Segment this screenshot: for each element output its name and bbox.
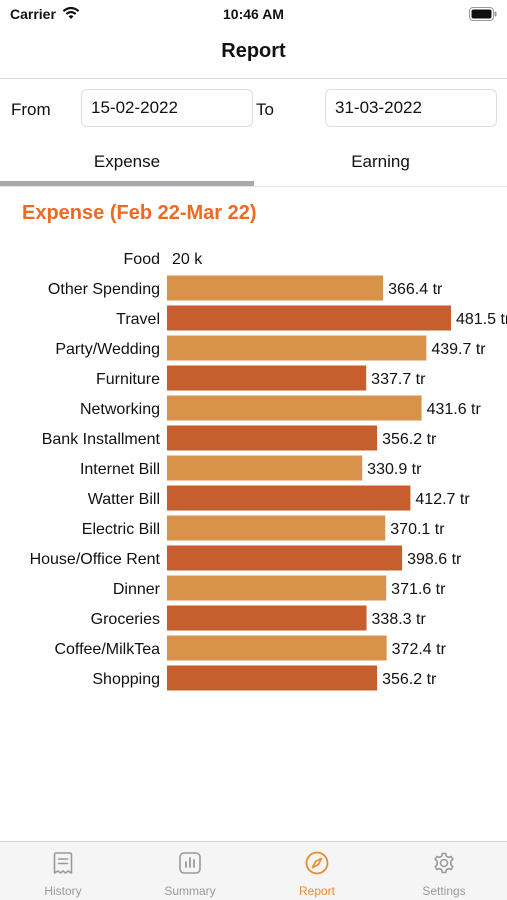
value-label: 398.6 tr [407, 551, 462, 568]
value-label: 439.7 tr [431, 341, 486, 358]
carrier-label: Carrier [10, 6, 56, 22]
tab-earning[interactable]: Earning [351, 152, 410, 171]
battery-icon [469, 7, 497, 21]
bar [167, 515, 386, 541]
tabbar-label-history: History [44, 884, 82, 898]
value-label: 330.9 tr [367, 461, 422, 478]
status-bar: Carrier 10:46 AM [0, 0, 507, 30]
bar [167, 545, 403, 571]
wifi-icon [62, 6, 80, 19]
tab-divider [0, 186, 507, 187]
bar [167, 485, 411, 511]
bar [167, 425, 378, 451]
category-label: Food [124, 251, 160, 268]
bar [167, 665, 378, 691]
tabbar-label-summary: Summary [164, 884, 216, 898]
tab-selection-indicator [0, 181, 254, 186]
to-label: To [256, 100, 274, 119]
clock: 10:46 AM [223, 6, 284, 22]
nav-divider [0, 78, 507, 79]
bar [167, 635, 387, 661]
value-label: 431.6 tr [427, 401, 482, 418]
summary-icon [179, 852, 201, 874]
value-label: 412.7 tr [415, 491, 470, 508]
value-label: 366.4 tr [388, 281, 443, 298]
value-label: 370.1 tr [390, 521, 445, 538]
category-label: Groceries [91, 611, 160, 628]
category-label: Shopping [92, 671, 160, 688]
value-label: 356.2 tr [382, 431, 437, 448]
bar [167, 365, 367, 391]
tabbar-item-settings[interactable]: Settings [381, 842, 507, 900]
value-label: 338.3 tr [372, 611, 427, 628]
tabbar-label-settings: Settings [422, 884, 466, 898]
value-label: 20 k [172, 251, 203, 268]
category-label: Furniture [96, 371, 160, 388]
category-label: Other Spending [48, 281, 160, 298]
bar [167, 605, 367, 631]
from-label: From [11, 100, 51, 119]
bar [167, 305, 451, 331]
value-label: 372.4 tr [392, 641, 447, 658]
from-date-field[interactable]: 15-02-2022 [81, 89, 253, 127]
bar [167, 275, 384, 301]
tabbar-item-history[interactable]: History [0, 842, 126, 900]
category-label: Watter Bill [88, 491, 160, 508]
compass-icon [305, 851, 329, 875]
category-label: Party/Wedding [55, 341, 160, 358]
to-date-field[interactable]: 31-03-2022 [325, 89, 497, 127]
category-label: Electric Bill [82, 521, 160, 538]
tabbar-item-report[interactable]: Report [254, 842, 380, 900]
history-icon [53, 852, 73, 874]
category-label: Bank Installment [42, 431, 161, 448]
chart-title: Expense (Feb 22-Mar 22) [22, 202, 257, 224]
date-range-filter: From 15-02-2022 To 31-03-2022 [0, 86, 507, 132]
page-title: Report [221, 40, 286, 62]
category-label: House/Office Rent [30, 551, 161, 568]
bar [167, 575, 387, 601]
tab-expense[interactable]: Expense [93, 152, 161, 171]
category-label: Coffee/MilkTea [54, 641, 160, 658]
tabbar-label-report: Report [298, 884, 336, 898]
bar [167, 455, 363, 481]
category-label: Travel [116, 311, 160, 328]
expense-bar-chart: Food 20 k Other Spending 366.4 tr Travel 481.… [30, 245, 507, 691]
value-label: 337.7 tr [371, 371, 426, 388]
category-label: Networking [80, 401, 160, 418]
gear-icon [434, 852, 454, 874]
bar [167, 395, 422, 421]
value-label: 371.6 tr [391, 581, 446, 598]
tab-bar: History Summary Report Settings [0, 841, 507, 900]
value-label: 481.5 tr [456, 311, 507, 328]
value-label: 356.2 tr [382, 671, 437, 688]
bar [167, 335, 427, 361]
category-label: Internet Bill [80, 461, 160, 478]
category-label: Dinner [113, 581, 161, 598]
tabbar-item-summary[interactable]: Summary [127, 842, 253, 900]
